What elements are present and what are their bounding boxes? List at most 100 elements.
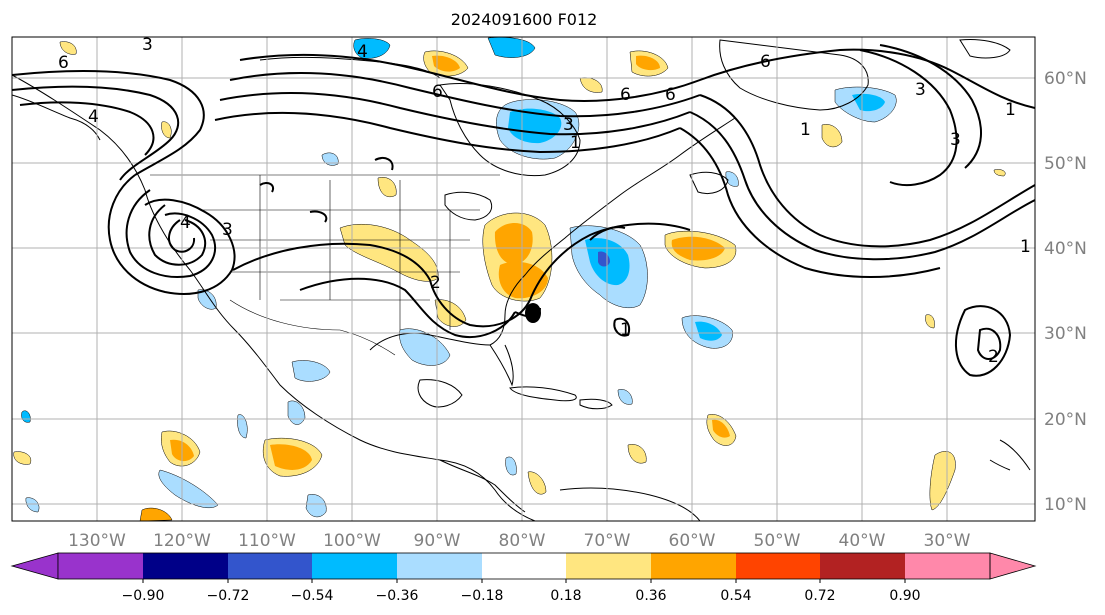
- contour-label: 3: [915, 80, 926, 100]
- shade-blue-small3: [725, 171, 739, 187]
- colorbar-tick-label: 0.18: [550, 588, 581, 604]
- coast-north-america-west: [12, 74, 536, 521]
- colorbar-frame: [57, 552, 991, 580]
- lat-label: 60°N: [1044, 69, 1087, 89]
- colorbar-bin: [566, 553, 651, 579]
- contour-label: 2: [988, 347, 999, 367]
- lon-label: 40°W: [839, 531, 886, 551]
- shade-blue-top1: [353, 38, 391, 59]
- shade-yellow-small6: [13, 451, 32, 465]
- coast-newfoundland: [689, 171, 729, 194]
- colorbar-bin: [820, 553, 905, 579]
- lon-label: 30°W: [924, 531, 971, 551]
- shade-orange-top2-inner: [636, 55, 660, 71]
- colorbar-tick-label: −0.54: [291, 588, 334, 604]
- contour-label: 6: [620, 85, 631, 105]
- colorbar-tick-label: −0.72: [207, 588, 250, 604]
- contour-label-group: 3 4 6 6 3 1 6 3 4 6 3 1 6 1 3 1 4 2 1 2: [58, 35, 1031, 367]
- shade-yellow-small9: [925, 314, 935, 329]
- shade-orange-carib-inner: [712, 419, 730, 438]
- lon-label: 50°W: [754, 531, 801, 551]
- coast-greenland: [719, 39, 869, 111]
- colorbar-tick-label: −0.36: [376, 588, 419, 604]
- colorbar-bin: [143, 553, 228, 579]
- shade-orange-top1-inner: [432, 55, 460, 72]
- contour-label: 3: [563, 115, 574, 135]
- colorbar-tick-label: 0.36: [635, 588, 666, 604]
- coast-hudson-bay: [439, 83, 581, 177]
- colorbar-arrow-left: [10, 552, 59, 580]
- coast-africa: [989, 439, 1031, 471]
- coast-central-america: [439, 459, 526, 513]
- shade-blue-small7: [505, 456, 517, 476]
- contour-lines: [12, 44, 1035, 377]
- colorbar-tick-labels: −0.90 −0.72 −0.54 −0.36 −0.18 0.18 0.36 …: [122, 588, 921, 604]
- shade-blue-pac2: [158, 469, 219, 509]
- longitude-labels: 130°W 120°W 110°W 100°W 90°W 80°W 70°W 6…: [68, 531, 971, 551]
- lat-label: 10°N: [1044, 495, 1087, 515]
- colorbar-tick-label: 0.90: [889, 588, 920, 604]
- shade-blue-small2: [321, 152, 339, 166]
- contour-label: 1: [1020, 237, 1031, 257]
- lat-label: 30°N: [1044, 324, 1087, 344]
- contour-label: 1: [800, 120, 811, 140]
- contour-label: 6: [432, 82, 443, 102]
- lat-label: 20°N: [1044, 410, 1087, 430]
- shade-yellow-small4: [527, 471, 547, 495]
- shade-orange-greatlakes: [494, 223, 533, 265]
- shade-blue-small4: [237, 414, 248, 439]
- lat-label: 50°N: [1044, 154, 1087, 174]
- lon-label: 90°W: [414, 531, 461, 551]
- colorbar-tick-label: −0.18: [461, 588, 504, 604]
- shade-yellow-small10: [993, 169, 1006, 177]
- contour-label: 4: [88, 107, 99, 127]
- colorbar-bin: [228, 553, 312, 579]
- coast-alaska: [12, 94, 101, 141]
- shade-blue-pac3: [305, 494, 327, 518]
- coast-cuba: [509, 386, 577, 402]
- lat-label: 40°N: [1044, 239, 1087, 259]
- shade-orange-pac1-inner: [270, 444, 312, 470]
- colorbar-bin: [312, 553, 397, 579]
- contour-label: 4: [180, 213, 191, 233]
- coast-north-america-gulf: [369, 117, 736, 351]
- shade-yellow-small5: [929, 451, 956, 511]
- shade-blue-pac1: [291, 360, 331, 382]
- shade-blue-north-atlantic-inner: [852, 93, 885, 112]
- contour-label: 1: [1005, 100, 1016, 120]
- contour-label: 1: [570, 133, 581, 153]
- shade-yellow-small7: [59, 41, 77, 55]
- colorbar-arrow-right: [989, 552, 1037, 580]
- lon-label: 130°W: [68, 531, 126, 551]
- contour-label: 6: [665, 85, 676, 105]
- shade-orange-atlantic-inner: [671, 236, 725, 261]
- shade-orange-pac3: [139, 507, 173, 521]
- shade-yellow-small1: [377, 177, 397, 198]
- map-title: 2024091600 F012: [450, 10, 598, 29]
- colorbar-tick-label: 0.54: [720, 588, 751, 604]
- lon-label: 70°W: [584, 531, 631, 551]
- storm-center-marker: [525, 303, 541, 323]
- colorbar-bin: [736, 553, 820, 579]
- lon-label: 120°W: [153, 531, 211, 551]
- lon-label: 110°W: [238, 531, 296, 551]
- latitude-labels: 60°N 50°N 40°N 30°N 20°N 10°N: [1044, 69, 1087, 515]
- contour-label: 2: [430, 273, 441, 293]
- lon-label: 100°W: [323, 531, 381, 551]
- colorbar-bin: [482, 553, 566, 579]
- shade-yellow-plains-inner: [375, 244, 405, 265]
- contour-label: 3: [142, 35, 153, 55]
- coast-florida: [489, 344, 514, 387]
- coast-yucatan: [417, 379, 463, 408]
- coast-hispaniola: [579, 398, 613, 410]
- shade-yellow-npac: [821, 124, 843, 148]
- map-frame: [11, 36, 1036, 522]
- coast-iceland: [959, 39, 1011, 59]
- graticule: [12, 37, 1035, 521]
- shade-blue-small1: [617, 389, 633, 405]
- lon-label: 60°W: [669, 531, 716, 551]
- contour-label: 3: [222, 220, 233, 240]
- colorbar-ticks: [142, 579, 906, 583]
- shade-yellow-small8: [161, 121, 172, 139]
